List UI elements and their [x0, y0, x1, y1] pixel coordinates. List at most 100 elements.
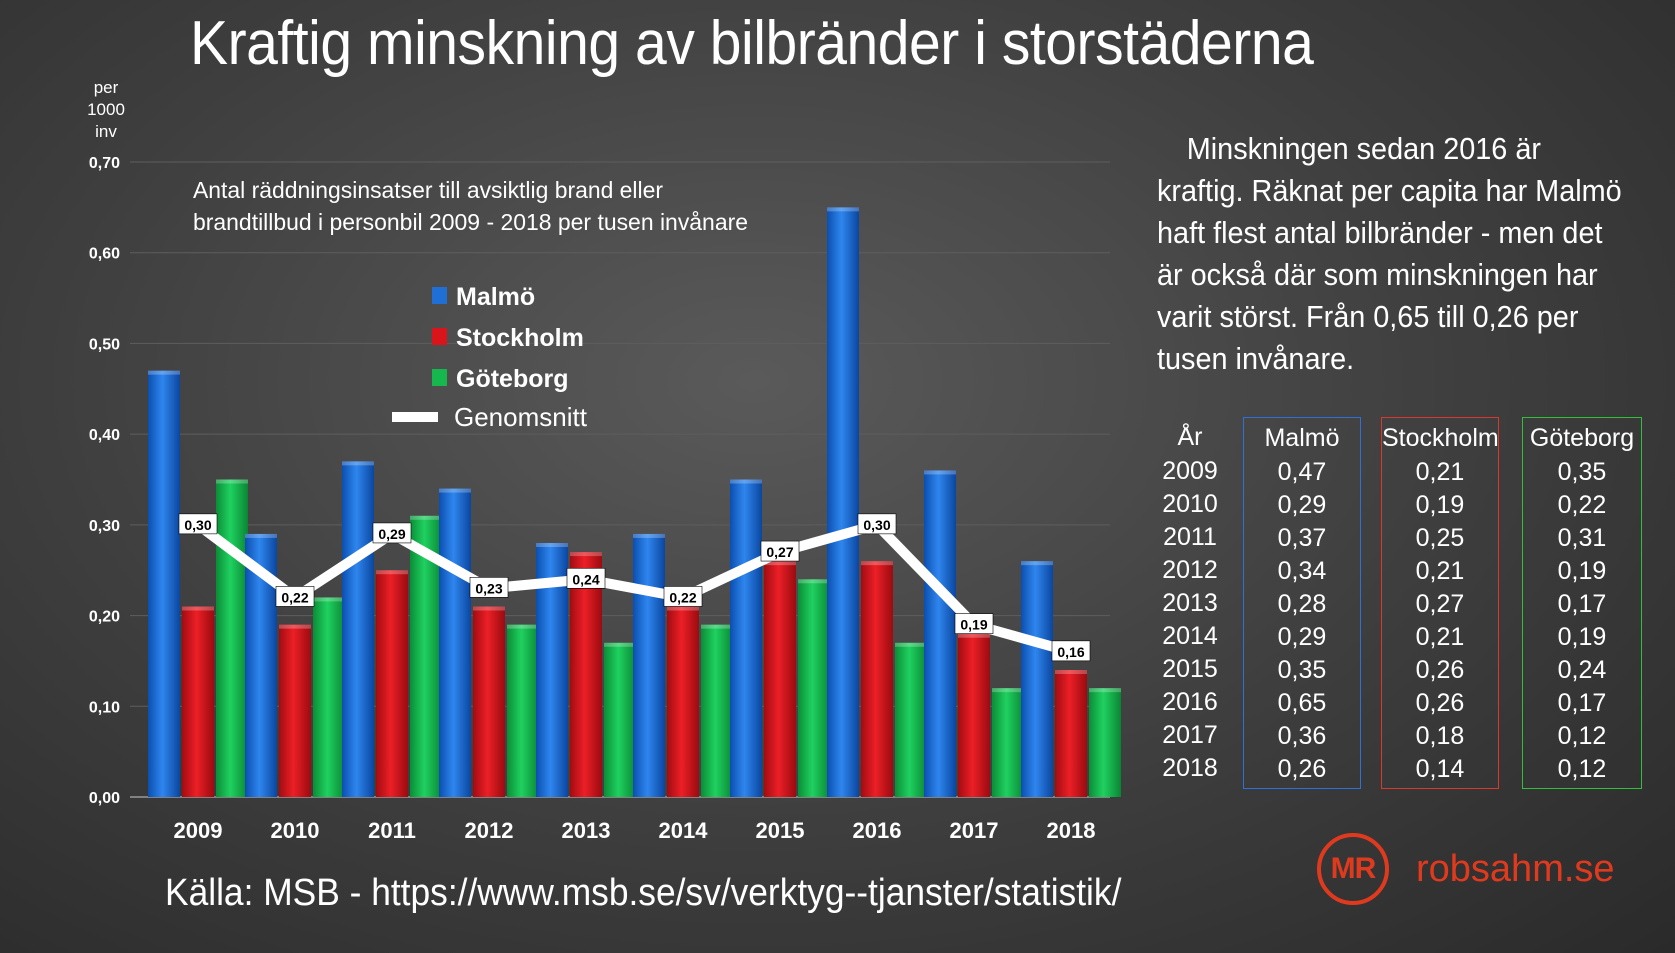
bar-malmo — [633, 533, 665, 797]
y-tick-label: 0,50 — [89, 336, 120, 353]
bar-stockholm-top — [958, 633, 990, 638]
average-label: 0,16 — [1057, 644, 1084, 660]
y-tick-label: 0,30 — [89, 518, 120, 535]
table-malmo-column: Malmö 0,47 0,29 0,37 0,34 0,28 0,29 0,35 0,65 0,… — [1243, 417, 1361, 789]
bar-malmo-top — [924, 470, 956, 475]
bar-stockholm-top — [376, 570, 408, 575]
x-tick-label: 2016 — [853, 818, 902, 843]
table-goteborg-cell: 0,12 — [1557, 755, 1607, 783]
bar-malmo-top — [148, 370, 180, 375]
table-stockholm-cell: 0,21 — [1415, 623, 1465, 651]
bar-goteborg-top — [798, 579, 830, 584]
average-label: 0,30 — [863, 517, 890, 533]
chart-subtitle: Antal räddningsinsatser till avsiktlig b… — [193, 177, 663, 203]
y-tick-label: 0,60 — [89, 246, 120, 263]
page-title: Kraftig minskning av bilbränder i storst… — [190, 9, 1314, 78]
x-tick-label: 2015 — [756, 818, 805, 843]
bar-goteborg — [216, 479, 248, 797]
bar-stockholm — [279, 624, 311, 797]
table-goteborg-cell: 0,19 — [1557, 557, 1607, 585]
average-label-box — [275, 586, 315, 607]
bar-goteborg-top — [895, 642, 927, 647]
x-tick-label: 2012 — [465, 818, 514, 843]
bar-stockholm-top — [861, 561, 893, 566]
table-stockholm-cell: 0,18 — [1415, 722, 1465, 750]
bar-malmo-top — [342, 461, 374, 466]
table-malmo-cell: 0,26 — [1277, 755, 1327, 783]
bar-malmo — [342, 461, 374, 797]
average-label: 0,27 — [766, 544, 793, 560]
bar-goteborg — [1089, 688, 1121, 797]
legend-goteborg-swatch — [432, 369, 447, 386]
site-name: robsahm.se — [1416, 848, 1615, 890]
table-stockholm-cell: 0,27 — [1415, 590, 1465, 618]
bar-stockholm — [667, 606, 699, 797]
bar-malmo — [148, 370, 180, 797]
bar-goteborg — [507, 624, 539, 797]
x-tick-label: 2011 — [368, 818, 416, 843]
bar-stockholm — [958, 633, 990, 797]
bar-stockholm — [1055, 670, 1087, 797]
source-citation: Källa: MSB - https://www.msb.se/sv/verkt… — [165, 872, 1122, 914]
bar-stockholm — [376, 570, 408, 797]
average-label-box — [178, 513, 218, 535]
average-label-box — [566, 567, 606, 589]
legend-average-label: Genomsnitt — [454, 402, 588, 432]
bar-goteborg-top — [604, 642, 636, 647]
table-header-malmo: Malmö — [1264, 424, 1340, 452]
average-label: 0,30 — [184, 517, 211, 533]
table-year-cell: 2014 — [1162, 622, 1218, 650]
y-tick-label: 0,00 — [89, 790, 120, 807]
average-label-box — [954, 613, 994, 634]
bar-stockholm-top — [473, 606, 505, 611]
table-malmo-cell: 0,65 — [1277, 689, 1327, 717]
average-label-box — [663, 586, 703, 607]
bar-malmo-top — [536, 543, 568, 547]
table-goteborg-cell: 0,22 — [1557, 491, 1607, 519]
bar-stockholm — [861, 561, 893, 797]
bar-malmo-top — [1021, 561, 1053, 566]
bar-stockholm — [473, 606, 505, 797]
bar-goteborg-top — [216, 479, 248, 484]
x-tick-label: 2013 — [562, 818, 611, 843]
table-goteborg-cell: 0,19 — [1557, 623, 1607, 651]
mr-logo: MR — [1317, 833, 1389, 905]
table-header-goteborg: Göteborg — [1529, 424, 1635, 452]
bar-goteborg — [992, 688, 1024, 797]
average-label-box — [857, 513, 897, 535]
bar-stockholm-top — [279, 624, 311, 629]
average-label: 0,29 — [378, 526, 405, 542]
table-stockholm-column: Stockholm 0,21 0,19 0,25 0,21 0,27 0,21 0,26 0,… — [1381, 417, 1499, 789]
table-goteborg-cell: 0,35 — [1557, 458, 1607, 486]
table-malmo-cell: 0,28 — [1277, 590, 1327, 618]
table-goteborg-cell: 0,24 — [1557, 656, 1607, 684]
table-year-cell: 2010 — [1162, 490, 1218, 518]
bar-goteborg-top — [701, 624, 733, 629]
bar-stockholm-top — [764, 561, 796, 566]
table-year-cell: 2011 — [1163, 523, 1217, 551]
table-stockholm-cell: 0,26 — [1415, 656, 1465, 684]
table-year-cell: 2018 — [1162, 754, 1218, 782]
bar-goteborg — [798, 579, 830, 797]
bar-stockholm — [182, 606, 214, 797]
bar-stockholm — [764, 561, 796, 797]
bar-stockholm-top — [570, 552, 602, 557]
bar-malmo-top — [730, 479, 762, 484]
bar-goteborg — [701, 624, 733, 797]
table-header-year: År — [1177, 423, 1203, 451]
table-year-cell: 2012 — [1162, 556, 1218, 584]
bar-goteborg — [895, 642, 927, 797]
y-axis-unit-label: 1000 — [87, 100, 125, 119]
bar-goteborg-top — [992, 688, 1024, 693]
table-year-cell: 2015 — [1162, 655, 1218, 683]
average-label-box — [760, 540, 800, 562]
bar-malmo-top — [245, 533, 277, 538]
table-header-stockholm: Stockholm — [1382, 424, 1499, 452]
table-year-column: År 2009 2010 2011 2012 2013 2014 2015 2016 2017 2… — [1150, 419, 1230, 785]
table-goteborg-cell: 0,17 — [1557, 689, 1607, 717]
y-tick-label: 0,20 — [89, 609, 120, 626]
table-year-cell: 2013 — [1162, 589, 1218, 617]
bar-chart: 0,00 0,10 0,20 0,30 0,40 0,50 0,60 0,70 2009 201… — [87, 100, 1121, 843]
average-label-box — [469, 577, 509, 598]
table-stockholm-cell: 0,14 — [1415, 755, 1465, 783]
